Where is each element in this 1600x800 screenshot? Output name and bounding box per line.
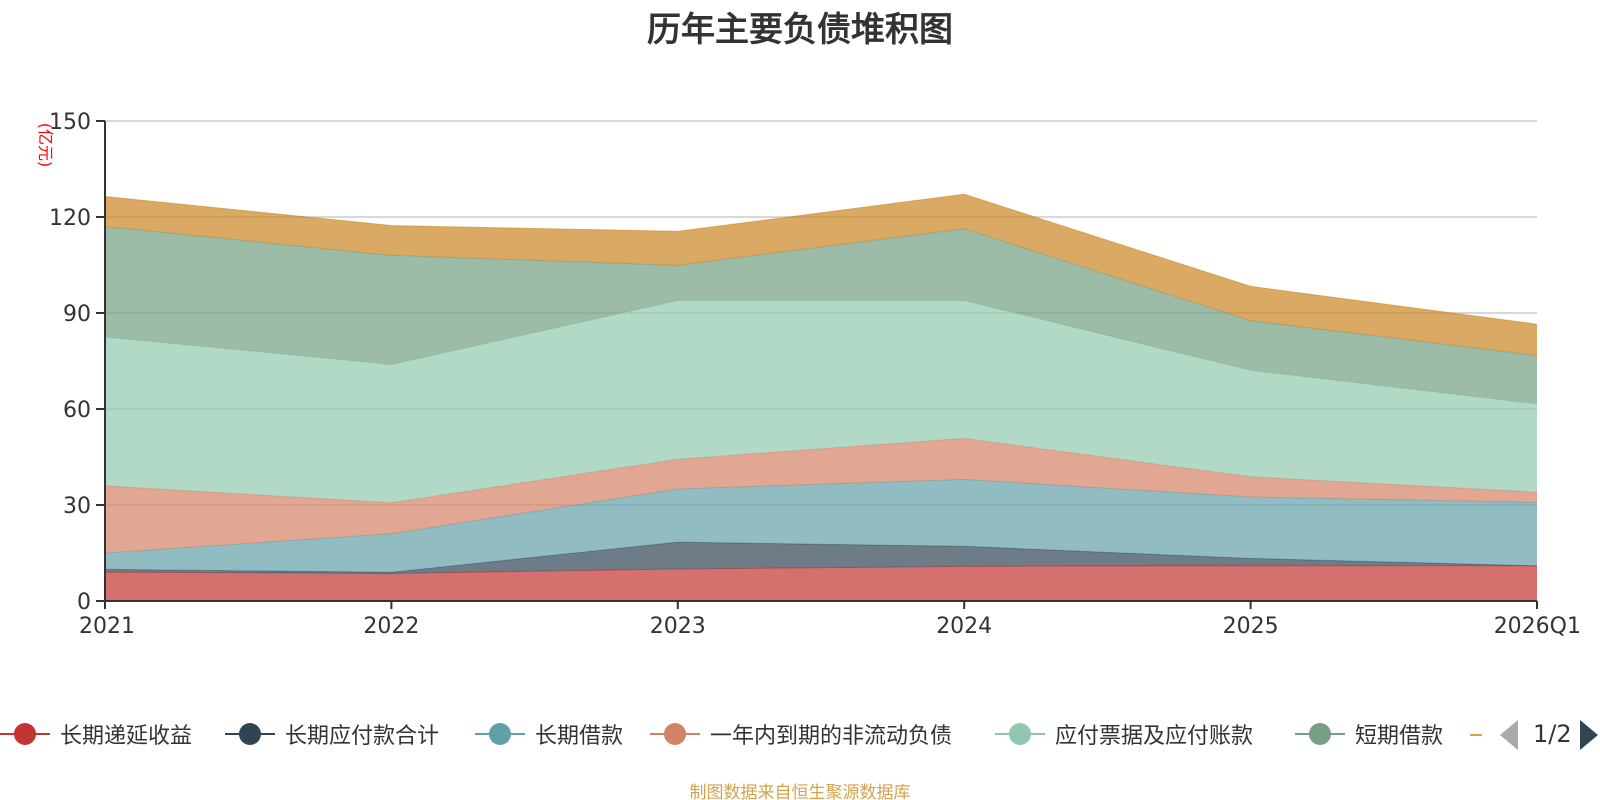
x-tick-label: 2025 [1223, 614, 1279, 639]
axes: 0 30 60 90 120 150 2021 2022 2023 2024 2025 2026Q1 [49, 110, 1581, 639]
x-tick-label: 2021 [79, 614, 135, 639]
area-series-6[interactable] [105, 194, 1537, 356]
area-series-3[interactable] [105, 438, 1537, 553]
area-series-0[interactable] [105, 565, 1537, 601]
legend-item[interactable]: 一年内到期的非流动负债 [650, 716, 952, 752]
legend-marker-icon [0, 716, 50, 752]
x-tick-label: 2026Q1 [1494, 614, 1581, 639]
legend-overflow-marker [1470, 734, 1482, 736]
legend-item[interactable]: 短期借款 [1295, 716, 1443, 752]
legend-item[interactable]: 长期应付款合计 [225, 716, 439, 752]
legend-marker-icon [650, 716, 700, 752]
legend-label: 长期递延收益 [60, 724, 193, 749]
legend-label: 长期借款 [535, 724, 624, 749]
legend: 长期递延收益 长期应付款合计 长期借款 一年内到期的非流动负债 应付票据及应付账款 短期借… [0, 716, 1600, 752]
legend-item[interactable]: 长期递延收益 [0, 716, 192, 752]
legend-prev-page-icon[interactable] [1500, 720, 1518, 750]
legend-label: 应付票据及应付账款 [1055, 724, 1254, 749]
legend-page-indicator: 1/2 [1533, 720, 1572, 748]
legend-marker-icon [1295, 716, 1345, 752]
y-axis-unit-label: (亿元) [36, 123, 55, 168]
x-tick-label: 2023 [650, 614, 706, 639]
area-series-1[interactable] [105, 542, 1537, 574]
area-series-2[interactable] [105, 479, 1537, 573]
area-series-5[interactable] [105, 226, 1537, 404]
legend-label: 一年内到期的非流动负债 [710, 724, 953, 749]
legend-label: 长期应付款合计 [285, 724, 440, 749]
area-series-edge-1 [104, 541, 1538, 573]
legend-item[interactable]: 应付票据及应付账款 [995, 716, 1253, 752]
legend-label: 短期借款 [1355, 724, 1444, 749]
x-tick-label: 2022 [363, 614, 419, 639]
chart-title: 历年主要负债堆积图 [647, 10, 953, 50]
data-source-note: 制图数据来自恒生聚源数据库 [689, 783, 911, 800]
legend-marker-icon [995, 716, 1045, 752]
y-tick-label: 60 [63, 398, 91, 423]
y-tick-label: 0 [77, 590, 91, 615]
legend-marker-icon [225, 716, 275, 752]
area-series-edge-6 [104, 193, 1538, 325]
y-tick-label: 150 [49, 110, 91, 135]
stacked-areas [104, 193, 1538, 601]
y-tick-label: 30 [63, 494, 91, 519]
legend-marker-icon [475, 716, 525, 752]
legend-next-page-icon[interactable] [1580, 720, 1598, 750]
x-tick-label: 2024 [936, 614, 992, 639]
legend-item[interactable]: 长期借款 [475, 716, 623, 752]
y-tick-label: 120 [49, 206, 91, 231]
y-tick-label: 90 [63, 302, 91, 327]
area-series-4[interactable] [105, 300, 1537, 503]
